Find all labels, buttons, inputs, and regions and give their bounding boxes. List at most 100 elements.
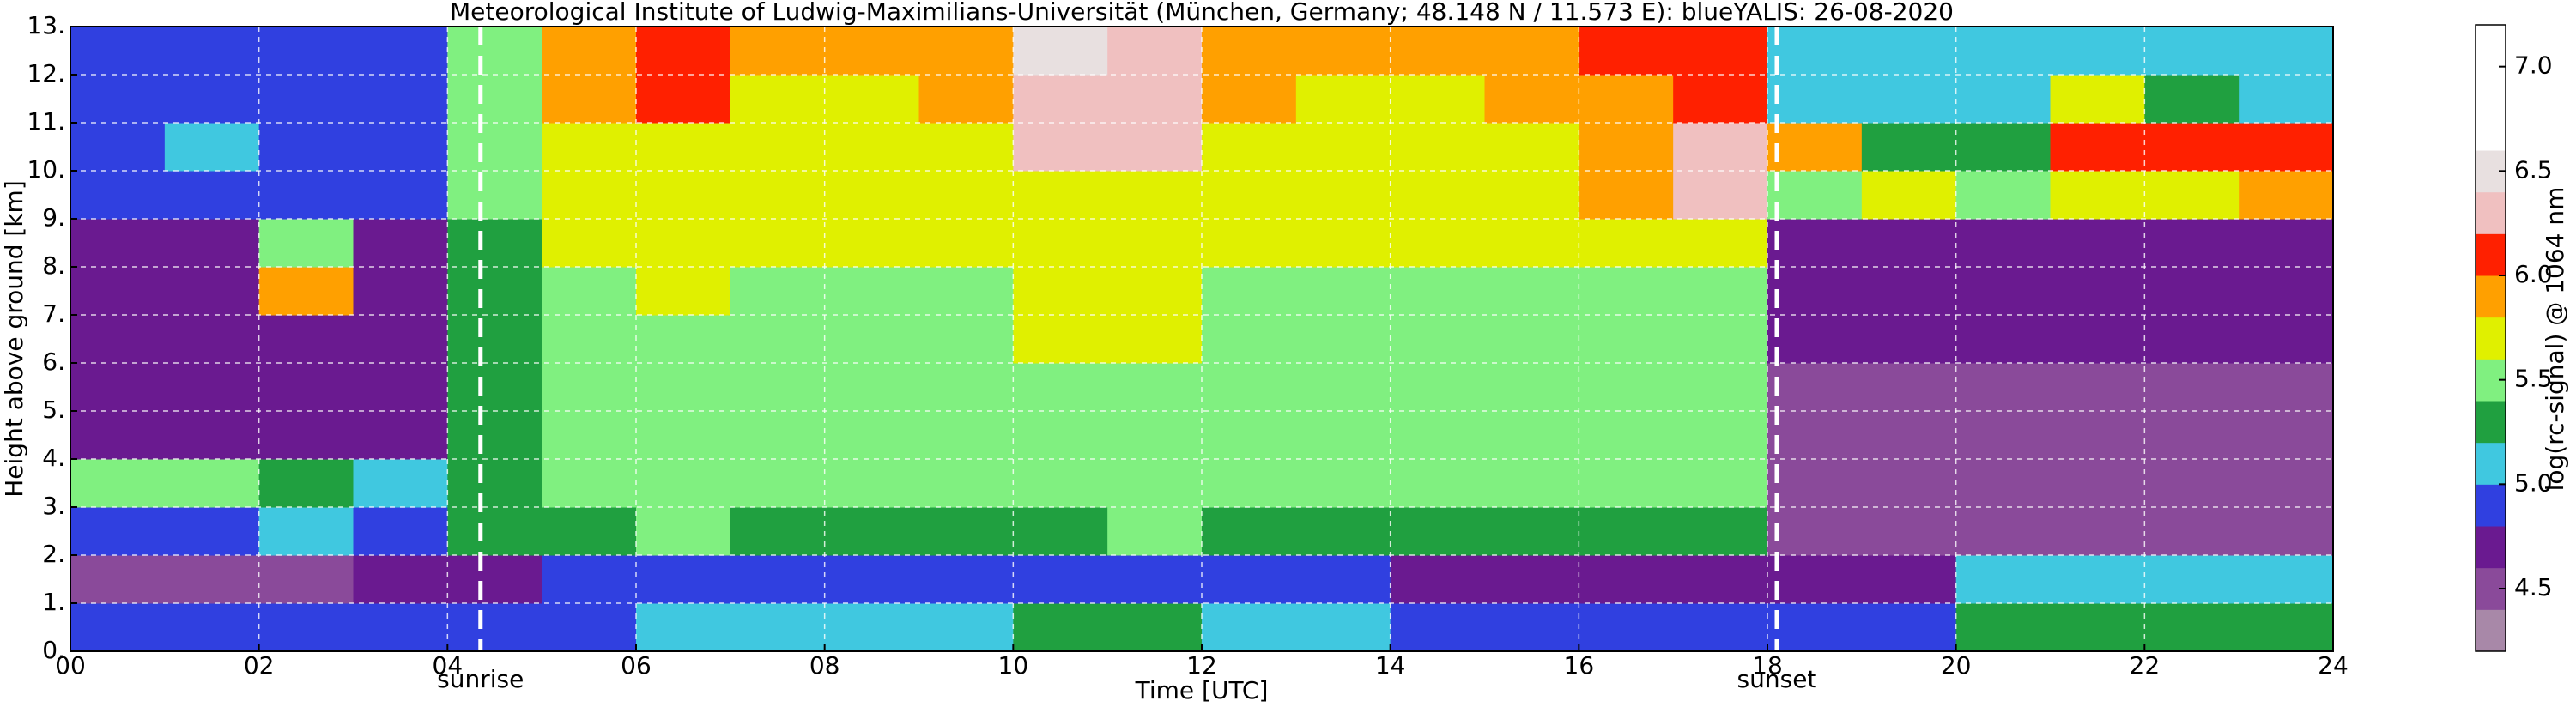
heatmap-cell <box>2239 123 2334 172</box>
heatmap-cell <box>1579 603 1674 652</box>
heatmap-cell <box>2144 507 2240 556</box>
x-tick-label: 04 <box>433 651 464 680</box>
heatmap-cell <box>1013 75 1108 124</box>
heatmap-cell <box>1767 315 1863 364</box>
heatmap-cell <box>258 123 354 172</box>
heatmap-cell <box>2050 411 2145 460</box>
heatmap-cell <box>1861 123 1957 172</box>
heatmap-cell <box>1861 171 1957 220</box>
heatmap-cell <box>353 75 448 124</box>
heatmap-cell <box>824 219 919 268</box>
heatmap-cell <box>258 363 354 412</box>
heatmap-cell <box>1390 27 1485 76</box>
heatmap-cell <box>824 171 919 220</box>
heatmap-cell <box>1579 363 1674 412</box>
heatmap-cell <box>1861 411 1957 460</box>
heatmap-cell <box>2239 171 2334 220</box>
heatmap-cell <box>353 27 448 76</box>
heatmap-cell <box>918 555 1014 604</box>
x-tick-label: 24 <box>2318 651 2349 680</box>
heatmap-cell <box>1673 123 1768 172</box>
heatmap-cell <box>824 123 919 172</box>
heatmap-cell <box>918 603 1014 652</box>
heatmap-cell <box>2050 363 2145 412</box>
x-tick-label: 08 <box>809 651 840 680</box>
heatmap-cell <box>1390 555 1485 604</box>
heatmap-cell <box>1295 315 1391 364</box>
heatmap-cell <box>70 363 166 412</box>
heatmap-cell <box>2239 219 2334 268</box>
heatmap-cell <box>1202 171 1297 220</box>
heatmap-cell <box>1107 171 1203 220</box>
heatmap-cell <box>447 75 542 124</box>
heatmap-cell <box>542 507 637 556</box>
heatmap-cell <box>164 27 260 76</box>
heatmap-cell <box>1579 555 1674 604</box>
heatmap-cell <box>918 411 1014 460</box>
colorbar-band <box>2476 609 2506 652</box>
heatmap-cell <box>824 603 919 652</box>
heatmap-cell <box>2144 555 2240 604</box>
heatmap-cell <box>1202 363 1297 412</box>
heatmap-cell <box>1107 555 1203 604</box>
colorbar-tick-label: 6.5 <box>2514 155 2553 184</box>
heatmap-cell <box>636 315 731 364</box>
heatmap-cell <box>447 555 542 604</box>
heatmap-cell <box>636 123 731 172</box>
heatmap-cell <box>2239 459 2334 508</box>
heatmap-cell <box>1295 267 1391 316</box>
heatmap-cell <box>1484 171 1579 220</box>
heatmap-cell <box>824 459 919 508</box>
heatmap-cell <box>1673 27 1768 76</box>
heatmap-cell <box>1202 459 1297 508</box>
heatmap-cell <box>918 75 1014 124</box>
heatmap-cell <box>1484 27 1579 76</box>
heatmap-cell <box>164 555 260 604</box>
heatmap-cell <box>1484 555 1579 604</box>
heatmap-cell <box>1484 411 1579 460</box>
heatmap-cell <box>2144 459 2240 508</box>
heatmap-cell <box>542 171 637 220</box>
heatmap-cell <box>1484 603 1579 652</box>
heatmap-cell <box>824 363 919 412</box>
x-tick-label: 16 <box>1564 651 1595 680</box>
heatmap-cell <box>1579 219 1674 268</box>
heatmap-cell <box>164 75 260 124</box>
heatmap-cell <box>447 363 542 412</box>
heatmap-cell <box>1579 507 1674 556</box>
heatmap-cell <box>1861 315 1957 364</box>
heatmap-cell <box>1202 123 1297 172</box>
y-tick-label: 9. <box>42 203 65 232</box>
y-tick-label: 13. <box>27 11 65 39</box>
heatmap-cell <box>2239 315 2334 364</box>
heatmap-cell <box>2239 75 2334 124</box>
heatmap-cell <box>258 267 354 316</box>
heatmap-cell <box>2144 411 2240 460</box>
heatmap-cell <box>70 411 166 460</box>
heatmap-cell <box>730 603 826 652</box>
heatmap-cell <box>1390 267 1485 316</box>
heatmap-cell <box>1767 603 1863 652</box>
heatmap-cell <box>1861 459 1957 508</box>
heatmap-cell <box>542 411 637 460</box>
heatmap-cell <box>2050 507 2145 556</box>
heatmap-cell <box>1955 219 2051 268</box>
heatmap-cell <box>1673 75 1768 124</box>
heatmap-cell <box>1107 507 1203 556</box>
heatmap-cell <box>1013 555 1108 604</box>
heatmap-cell <box>1861 603 1957 652</box>
heatmap-cell <box>164 459 260 508</box>
heatmap-cell <box>1955 123 2051 172</box>
heatmap-cell <box>447 171 542 220</box>
heatmap-cell <box>164 267 260 316</box>
heatmap-cell <box>1295 603 1391 652</box>
heatmap-cell <box>918 171 1014 220</box>
heatmap-cell <box>1202 603 1297 652</box>
heatmap-cell <box>730 363 826 412</box>
heatmap-cell <box>1673 459 1768 508</box>
heatmap-cell <box>353 555 448 604</box>
heatmap-cell <box>1484 267 1579 316</box>
heatmap-cell <box>1673 411 1768 460</box>
heatmap-cell <box>2050 75 2145 124</box>
